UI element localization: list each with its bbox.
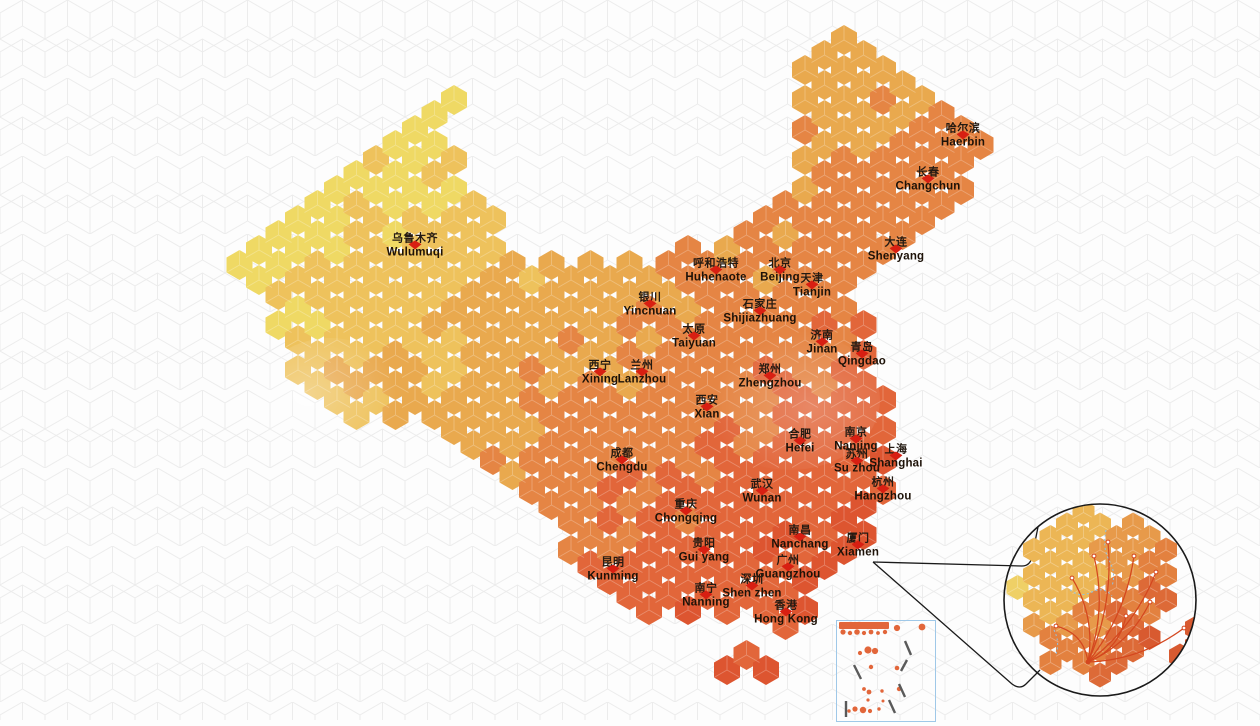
magnifier-connector-lines <box>873 527 1040 687</box>
xiamen-magnifier-inset[interactable] <box>0 0 1260 720</box>
magnifier-content <box>1007 500 1224 688</box>
